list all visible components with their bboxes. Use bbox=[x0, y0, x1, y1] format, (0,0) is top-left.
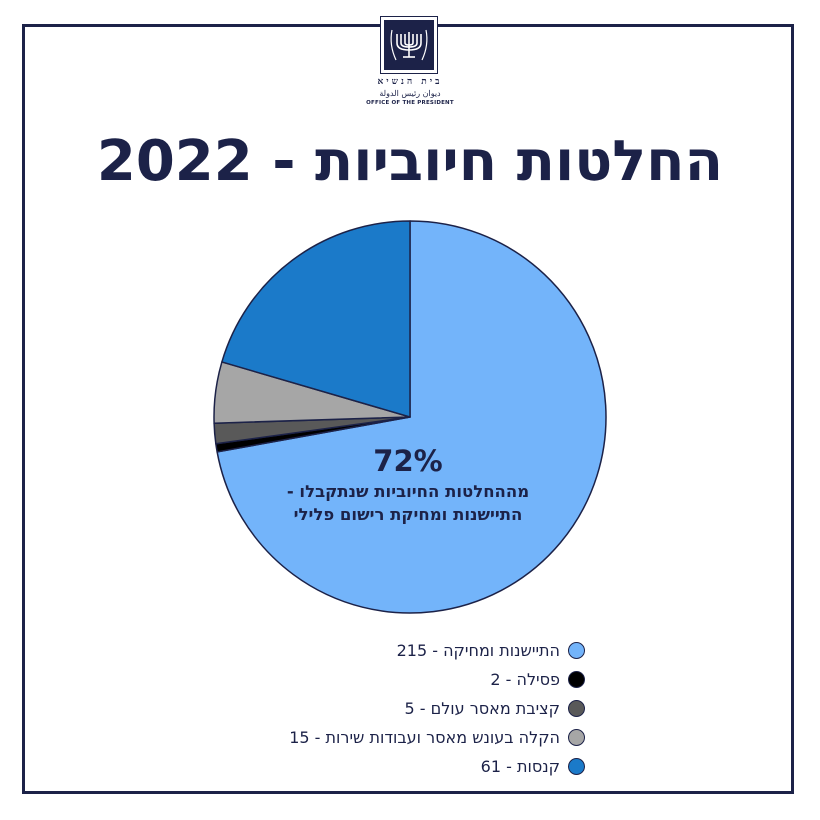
legend-swatch-2 bbox=[568, 671, 585, 688]
pie-slice-1 bbox=[216, 220, 607, 614]
menorah-icon bbox=[390, 29, 428, 61]
legend-label-1: התיישנות ומחיקה - 215 bbox=[396, 641, 560, 660]
legend-swatch-3 bbox=[568, 700, 585, 717]
legend-swatch-1 bbox=[568, 642, 585, 659]
legend-item-3: קציבת מאסר עולם - 5 bbox=[230, 694, 585, 723]
emblem-icon bbox=[380, 16, 438, 74]
pie-slice-5 bbox=[221, 220, 411, 418]
legend-item-5: קנסות - 61 bbox=[230, 752, 585, 781]
logo-english-text: OFFICE OF THE PRESIDENT bbox=[366, 100, 454, 106]
legend-item-1: התיישנות ומחיקה - 215 bbox=[230, 636, 585, 665]
chart-title: החלטות חיוביות - 2022 bbox=[96, 129, 724, 194]
callout-line-1: מההחלטות החיוביות שנתקבלו - bbox=[286, 482, 530, 501]
legend-label-5: קנסות - 61 bbox=[480, 757, 560, 776]
legend-label-3: קציבת מאסר עולם - 5 bbox=[404, 699, 560, 718]
legend-swatch-4 bbox=[568, 729, 585, 746]
chart-legend: התיישנות ומחיקה - 215 פסילה - 2 קציבת מאסר… bbox=[230, 636, 585, 781]
legend-swatch-5 bbox=[568, 758, 585, 775]
legend-item-4: הקלה בעונש מאסר ועבודות שירות - 15 bbox=[230, 723, 585, 752]
legend-label-4: הקלה בעונש מאסר ועבודות שירות - 15 bbox=[289, 728, 560, 747]
logo-arabic-text: ديوان رئيس الدولة bbox=[379, 89, 441, 98]
percentage-callout: 72% מההחלטות החיוביות שנתקבלו - התיישנות… bbox=[236, 442, 580, 526]
legend-item-2: פסילה - 2 bbox=[230, 665, 585, 694]
legend-label-2: פסילה - 2 bbox=[490, 670, 560, 689]
callout-line-2: התיישנות ומחיקת רישום פלילי bbox=[293, 505, 523, 524]
callout-percent: 72% bbox=[373, 444, 443, 478]
logo-hebrew-text: בית הנשיא bbox=[377, 77, 443, 87]
